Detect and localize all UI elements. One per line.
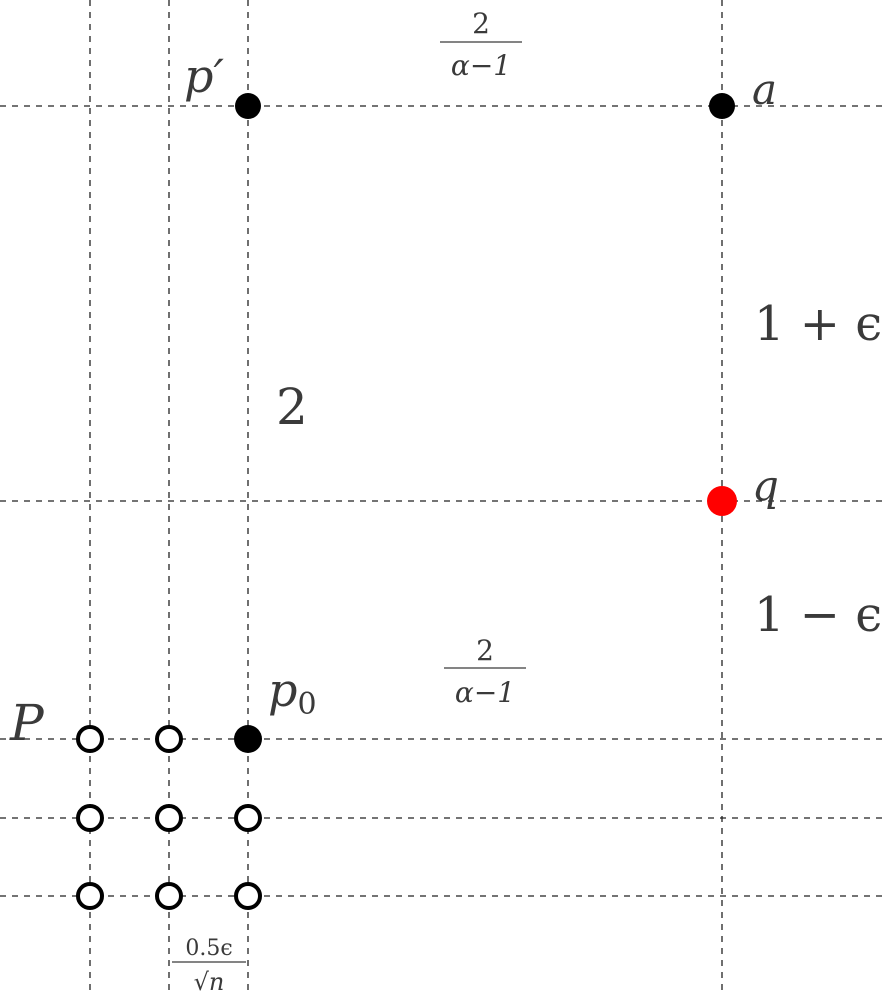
label-P: P xyxy=(9,694,45,752)
open-point-r1c1 xyxy=(76,725,104,753)
open-point-r2c2 xyxy=(155,804,183,832)
frac-top-numerator: 2 xyxy=(472,7,490,40)
point-a xyxy=(709,93,735,119)
label-p0-base: p xyxy=(268,663,297,717)
frac-mid-denominator: α−1 xyxy=(455,676,515,709)
frac-mid-numerator: 2 xyxy=(476,634,494,667)
point-p-prime xyxy=(235,93,261,119)
open-point-r3c3 xyxy=(234,882,262,910)
point-p0 xyxy=(234,725,262,753)
open-point-r3c2 xyxy=(155,882,183,910)
label-q: q xyxy=(752,461,779,510)
label-one-plus-epsilon: 1 + ϵ xyxy=(754,296,882,352)
open-point-r2c1 xyxy=(76,804,104,832)
frac-top-denominator: α−1 xyxy=(451,49,511,82)
point-q xyxy=(707,486,737,516)
label-vertical-two: 2 xyxy=(276,378,308,436)
label-a: a xyxy=(752,65,777,114)
open-point-r3c1 xyxy=(76,882,104,910)
frac-bottom-numerator: 0.5ϵ xyxy=(185,936,232,961)
open-point-r1c2 xyxy=(155,725,183,753)
label-one-minus-epsilon: 1 − ϵ xyxy=(754,587,882,643)
open-point-r2c3 xyxy=(234,804,262,832)
label-p0-subscript: 0 xyxy=(297,687,316,722)
label-p0: p0 xyxy=(268,663,317,722)
frac-bottom-denominator: √n xyxy=(194,968,225,993)
label-p-prime: p′ xyxy=(184,49,224,103)
